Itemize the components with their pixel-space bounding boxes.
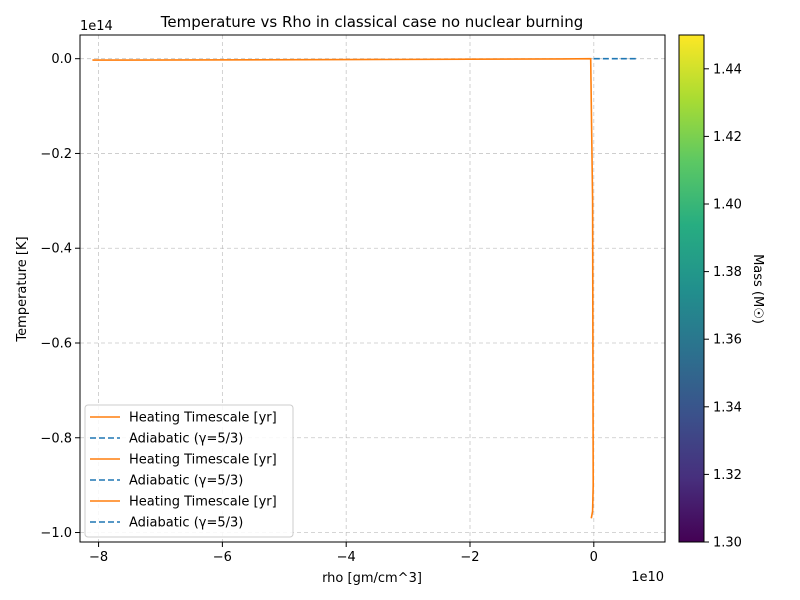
x-tick-label: −2 [460, 550, 479, 565]
y-tick-label: −0.2 [40, 147, 72, 162]
x-tick-label: −6 [213, 550, 232, 565]
y-tick-label: −0.4 [40, 242, 72, 257]
y-axis: 0.0 −0.2 −0.4 −0.6 −0.8 −1.0 [40, 52, 80, 541]
y-offset-label: 1e14 [80, 19, 113, 34]
x-tick-label: −8 [89, 550, 108, 565]
y-tick-label: −1.0 [40, 526, 72, 541]
y-axis-label: Temperature [K] [15, 236, 30, 342]
x-axis-label: rho [gm/cm^3] [322, 571, 422, 586]
legend-label: Heating Timescale [yr] [129, 453, 277, 468]
colorbar-tick-label: 1.36 [713, 333, 742, 348]
legend-label: Heating Timescale [yr] [129, 411, 277, 426]
heating-timescale-series-line [92, 57, 595, 519]
colorbar-tick-label: 1.42 [713, 130, 742, 145]
colorbar-tick-label: 1.38 [713, 265, 742, 280]
colorbar-gradient [678, 34, 705, 543]
y-tick-label: 0.0 [51, 52, 72, 67]
plot-frame [79, 34, 666, 543]
legend: Heating Timescale [yr] Adiabatic (γ=5/3) H… [84, 404, 294, 538]
x-axis: −8 −6 −4 −2 0 [89, 542, 598, 565]
colorbar: 1.30 1.32 1.34 1.36 1.38 1.40 1.42 1.44 Mass (M… [678, 34, 765, 551]
colorbar-label: Mass (M☉) [750, 254, 765, 324]
x-offset-label: 1e10 [631, 570, 664, 585]
legend-label: Adiabatic (γ=5/3) [129, 474, 243, 489]
legend-box [84, 404, 294, 538]
y-tick-label: −0.8 [40, 431, 72, 446]
legend-label: Heating Timescale [yr] [129, 495, 277, 510]
series-layer [92, 57, 639, 519]
legend-label: Adiabatic (γ=5/3) [129, 516, 243, 531]
legend-label: Adiabatic (γ=5/3) [129, 432, 243, 447]
colorbar-tick-label: 1.40 [713, 198, 742, 213]
chart-title: Temperature vs Rho in classical case no … [160, 13, 583, 31]
colorbar-tick-label: 1.34 [713, 400, 742, 415]
y-tick-label: −0.6 [40, 336, 72, 351]
colorbar-tick-label: 1.44 [713, 62, 742, 77]
colorbar-tick-label: 1.30 [713, 536, 742, 551]
x-tick-label: −4 [337, 550, 356, 565]
colorbar-tick-label: 1.32 [713, 468, 742, 483]
colorbar-ticks: 1.30 1.32 1.34 1.36 1.38 1.40 1.42 1.44 [704, 62, 742, 551]
x-tick-label: 0 [590, 550, 598, 565]
